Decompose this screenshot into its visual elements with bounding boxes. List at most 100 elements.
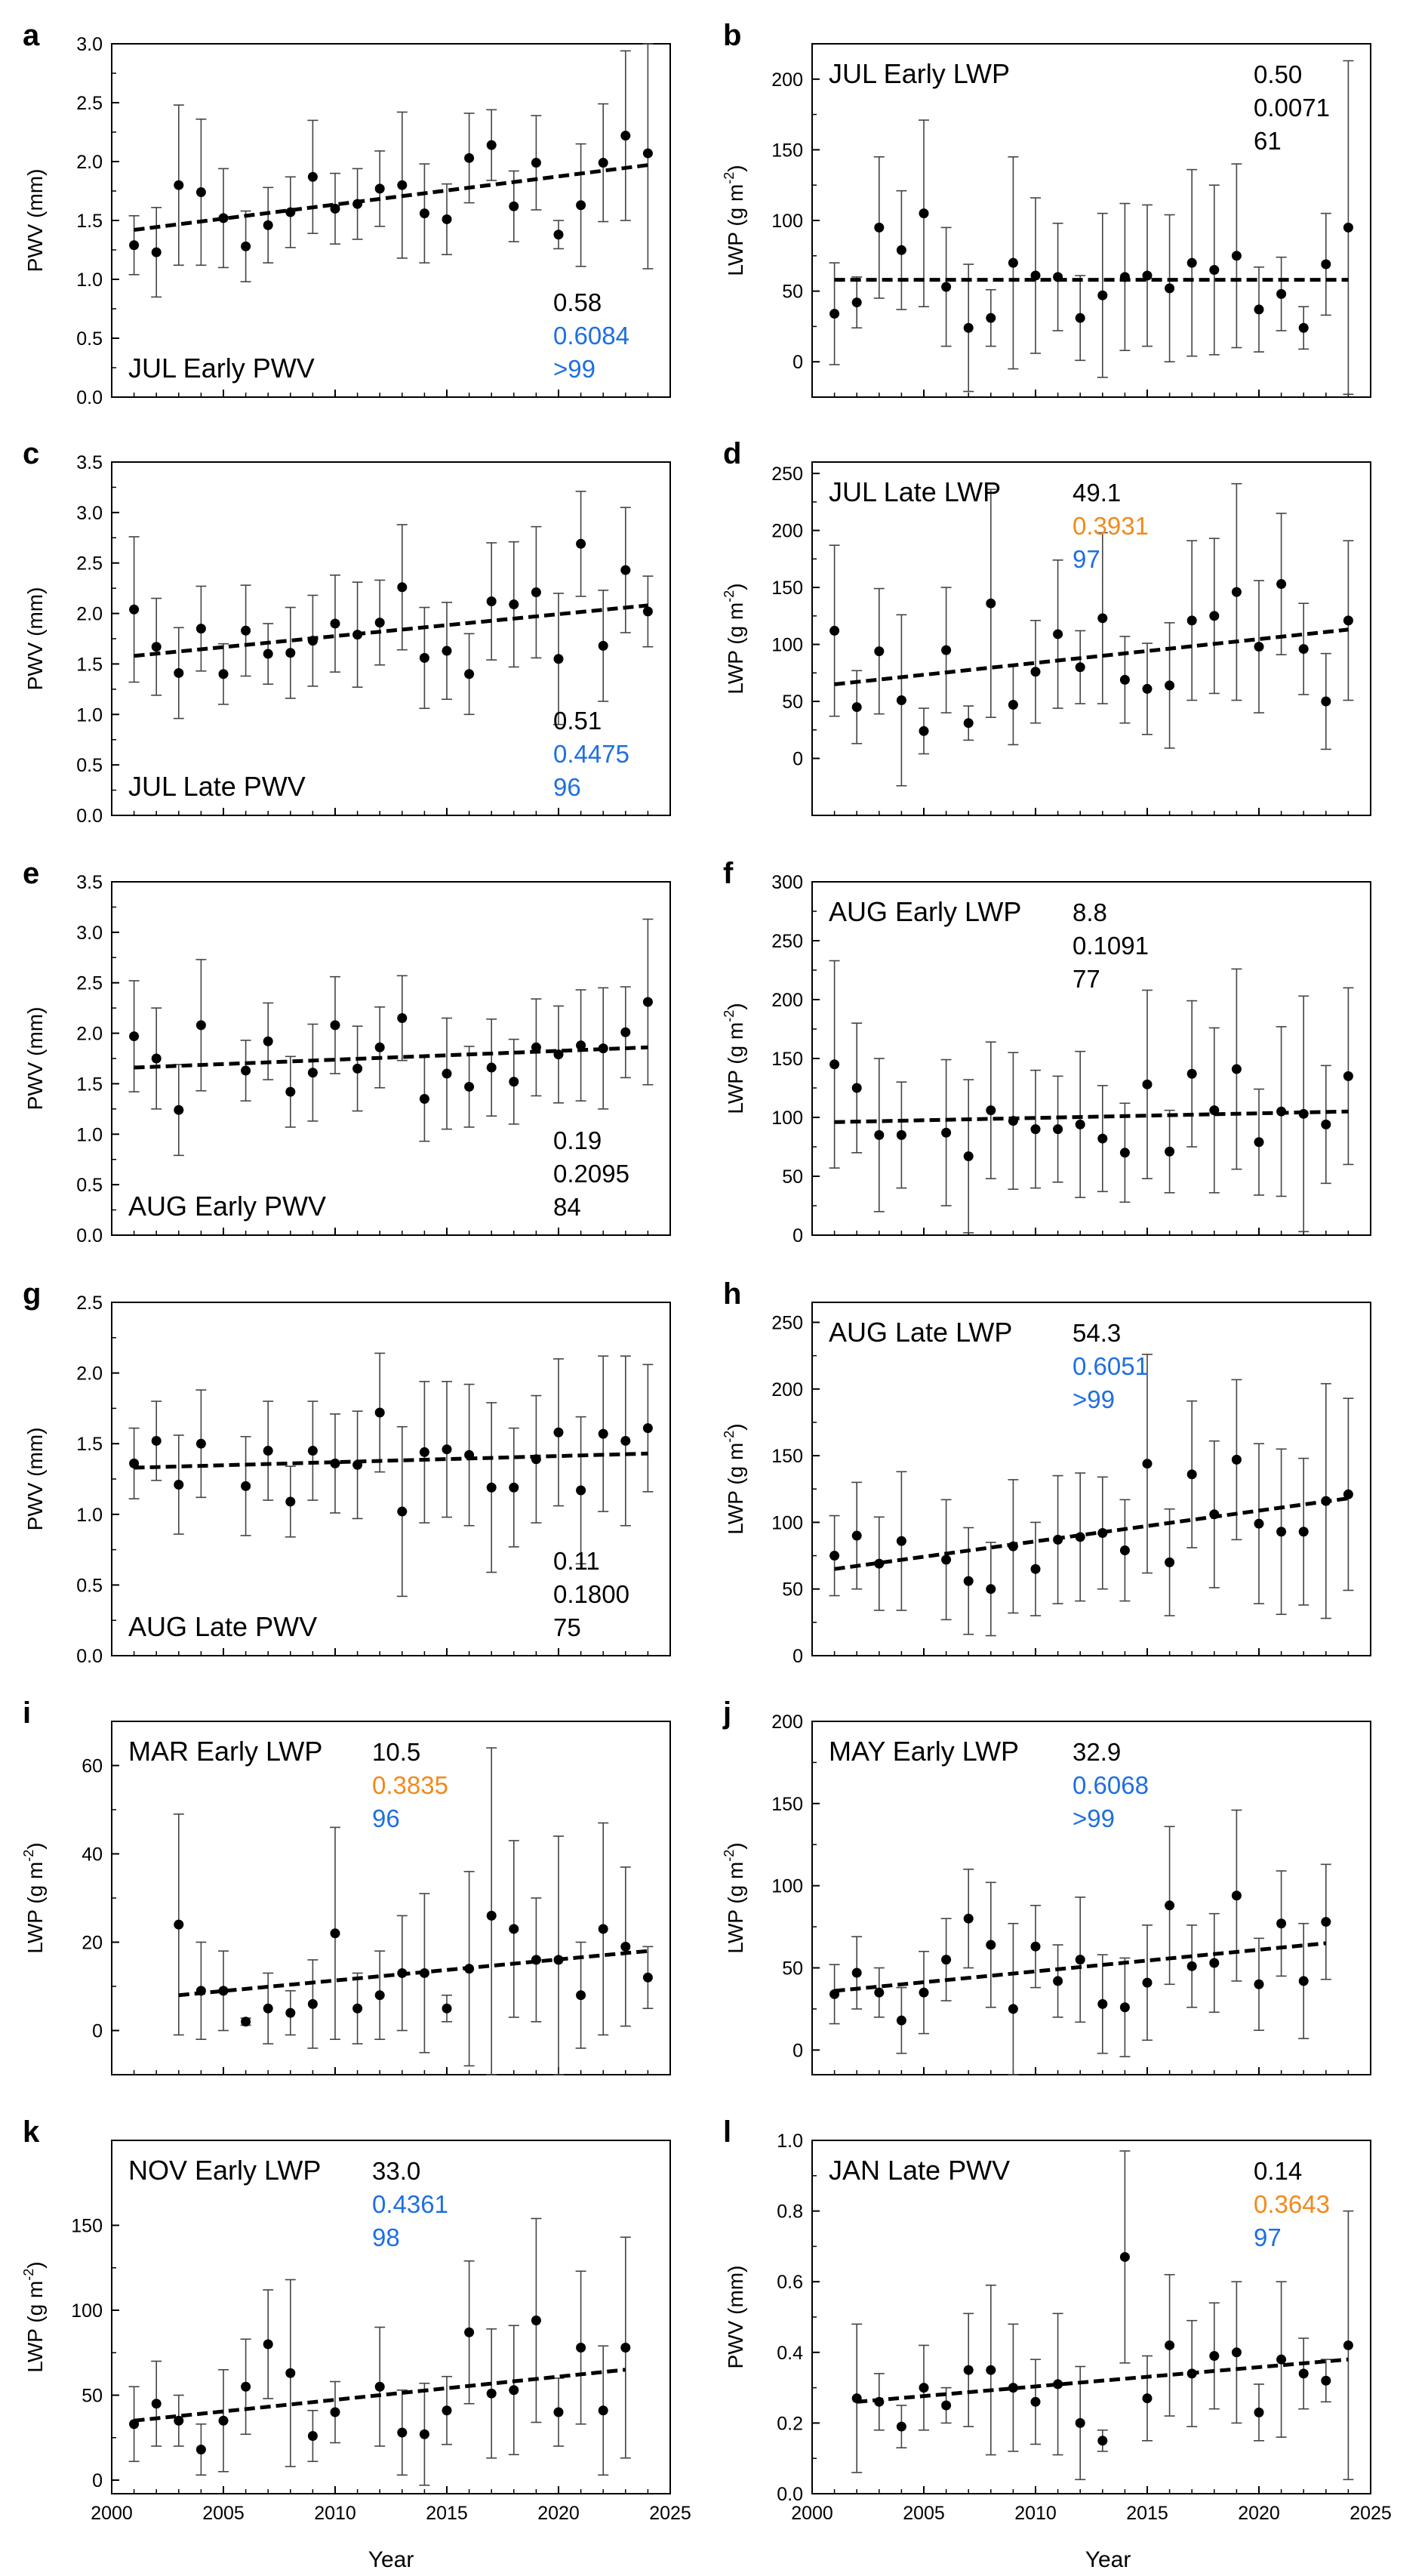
data-point <box>851 1967 862 1978</box>
y-tick-label: 100 <box>71 2300 103 2322</box>
data-point <box>307 171 318 182</box>
panel-title: MAY Early LWP <box>829 1736 1019 1767</box>
data-point <box>1254 642 1264 652</box>
data-point <box>1119 2251 1130 2262</box>
data-point <box>442 1068 452 1079</box>
data-point <box>941 1555 952 1565</box>
data-point <box>151 2399 162 2409</box>
trend-line <box>134 603 648 658</box>
y-tick-label: 1.0 <box>76 1124 103 1145</box>
y-tick-label: 150 <box>771 578 803 599</box>
panel-title: AUG Early LWP <box>829 896 1021 927</box>
data-point <box>986 1940 996 1950</box>
data-point <box>1343 1071 1353 1081</box>
data-point <box>851 297 862 308</box>
data-point <box>576 538 586 549</box>
data-point <box>174 1105 184 1115</box>
panel-title: AUG Late LWP <box>829 1317 1012 1348</box>
panel-l: l 0.0 0.2 0.4 0.6 0.8 1.0 2000 2005 2010 2015 2020 2… <box>723 2115 1392 2524</box>
y-tick-label: 1.5 <box>76 654 103 675</box>
data-point <box>963 2365 974 2375</box>
data-point <box>986 1105 996 1116</box>
y-axis-label: PWV (mm) <box>724 2266 747 2369</box>
y-tick-label: 0.5 <box>76 755 103 776</box>
data-point <box>553 230 564 240</box>
data-point <box>464 1081 475 1092</box>
y-axis-label: LWP (g m-2) <box>722 1423 747 1534</box>
y-tick-label: 2.5 <box>76 93 103 114</box>
data-point <box>598 2405 608 2416</box>
data-point <box>1186 1068 1197 1079</box>
y-tick-label: 2.0 <box>76 152 103 173</box>
data-point <box>620 1027 631 1037</box>
data-point <box>1231 1890 1242 1901</box>
x-tick-label: 2000 <box>91 2503 133 2524</box>
y-tick-label: 2.0 <box>76 604 103 625</box>
data-point <box>1321 2375 1331 2386</box>
data-point <box>941 645 952 655</box>
data-point <box>1254 1518 1264 1529</box>
y-tick-label: 1.5 <box>76 211 103 232</box>
data-point <box>963 322 974 333</box>
panel-g: g 0.0 0.5 1.0 1.5 2.0 2.5 PWV (mm) AUG Late PWV 0… <box>23 1277 671 1667</box>
y-tick-label: 1.0 <box>76 704 103 726</box>
y-tick-label: 50 <box>782 1166 803 1188</box>
x-tick-label: 2005 <box>202 2503 245 2524</box>
data-point <box>896 2015 906 2026</box>
y-tick-label: 200 <box>771 521 803 542</box>
y-tick-label: 60 <box>82 1756 103 1777</box>
data-point <box>1254 1979 1264 1989</box>
data-point <box>576 1485 586 1496</box>
data-point <box>576 1040 586 1051</box>
data-point <box>442 2405 452 2416</box>
data-point <box>218 2415 229 2426</box>
data-point <box>419 2429 429 2439</box>
data-point <box>397 180 408 190</box>
panel-i: i 0 20 40 60 LWP (g m-2) MAR Early LWP 10.5 0.38… <box>21 1696 671 2075</box>
data-point <box>851 1083 862 1093</box>
y-tick-label: 0.5 <box>76 1575 103 1596</box>
panel-letter: c <box>23 437 39 470</box>
panel-letter: d <box>723 437 741 470</box>
x-axis-title-left: Year <box>368 2547 414 2572</box>
x-tick-label: 2020 <box>537 2503 580 2524</box>
data-point <box>642 1423 653 1434</box>
data-point <box>1030 1564 1041 1574</box>
data-point <box>151 642 162 652</box>
data-point <box>1142 1079 1153 1089</box>
panel-title: NOV Early LWP <box>128 2155 321 2186</box>
data-point <box>374 1407 385 1418</box>
data-point <box>1165 283 1175 294</box>
data-point <box>1343 2340 1353 2350</box>
data-point <box>1298 322 1309 333</box>
stat-line-2: 0.1800 <box>553 1580 629 1608</box>
y-tick-label: 50 <box>782 282 803 303</box>
y-tick-label: 100 <box>771 211 803 232</box>
y-tick-label: 2.0 <box>76 1024 103 1045</box>
panel-c: c 0.0 0.5 1.0 1.5 2.0 2.5 3.0 3.5 PWV (mm) JUL Lat… <box>23 437 671 827</box>
data-point <box>851 1530 862 1541</box>
data-point <box>1142 2393 1153 2404</box>
panel-letter: g <box>23 1277 41 1311</box>
data-point <box>576 1990 586 2001</box>
panel-letter: k <box>23 2115 40 2149</box>
stat-line-3: 77 <box>1073 965 1100 993</box>
data-point <box>1165 1557 1175 1567</box>
data-point <box>1231 2347 1242 2358</box>
data-point <box>1165 1900 1175 1911</box>
y-tick-label: 0 <box>792 1646 803 1667</box>
y-tick-label: 150 <box>771 1049 803 1070</box>
data-point <box>486 596 497 607</box>
y-tick-label: 0 <box>792 1225 803 1246</box>
y-tick-label: 200 <box>771 990 803 1011</box>
stat-line-1: 8.8 <box>1073 898 1107 926</box>
data-point <box>553 2407 564 2417</box>
data-point <box>464 153 475 163</box>
data-point <box>874 1129 885 1140</box>
data-point <box>374 183 385 194</box>
data-point <box>1053 1976 1063 1986</box>
x-tick-label: 2010 <box>314 2503 356 2524</box>
data-point <box>1097 290 1108 300</box>
data-point <box>442 1444 452 1455</box>
data-point <box>1276 288 1287 299</box>
